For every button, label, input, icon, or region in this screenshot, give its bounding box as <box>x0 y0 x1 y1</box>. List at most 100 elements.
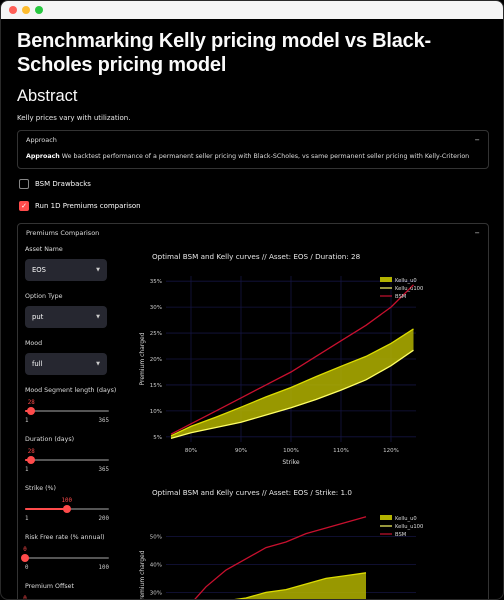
slider-value: 28 <box>27 400 35 406</box>
slider-max: 365 <box>98 418 109 424</box>
asset-select[interactable]: EOS ▼ <box>25 259 107 281</box>
slider-min: 1 <box>25 516 29 522</box>
chevron-down-icon: ▼ <box>96 314 100 320</box>
premiums-expander-header[interactable]: Premiums Comparison − <box>18 224 488 242</box>
x-tick-label: 80% <box>185 448 197 454</box>
minimize-window-icon[interactable] <box>22 6 30 14</box>
premiums-expander-label: Premiums Comparison <box>26 229 100 237</box>
y-tick-label: 40% <box>150 562 162 568</box>
series-line-bsm <box>170 284 414 435</box>
y-axis-label: Premium charged <box>139 550 146 600</box>
approach-description: We backtest performance of a permanent s… <box>59 153 470 160</box>
y-axis-label: Premium charged <box>139 332 146 385</box>
y-tick-label: 15% <box>150 383 162 389</box>
slider-handle[interactable] <box>27 407 36 415</box>
asset-value: EOS <box>32 266 46 274</box>
premium-offset-label: Premium Offset <box>25 583 74 590</box>
legend-swatch <box>380 515 392 520</box>
chevron-down-icon: ▼ <box>96 361 100 367</box>
series-line-kellu_u0 <box>170 328 414 437</box>
mood-segment-slider[interactable]: 28 1 365 <box>25 400 109 430</box>
legend-swatch <box>380 277 392 282</box>
approach-text: Approach We backtest performance of a pe… <box>18 149 488 168</box>
risk-free-slider[interactable]: 0 0 100 <box>21 547 109 577</box>
strike-slider[interactable]: 100 1 200 <box>25 498 109 528</box>
page-title: Benchmarking Kelly pricing model vs Blac… <box>17 30 431 76</box>
slider-max: 200 <box>98 516 109 522</box>
option-type-label: Option Type <box>25 293 63 300</box>
slider-handle[interactable] <box>21 554 29 562</box>
risk-free-label: Risk Free rate (% annual) <box>25 534 105 541</box>
checkbox-label: Run 1D Premiums comparison <box>35 202 141 210</box>
slider-value: 28 <box>27 449 35 455</box>
abstract-text: Kelly prices vary with utilization. <box>17 114 131 122</box>
window-titlebar <box>1 1 503 19</box>
asset-label: Asset Name <box>25 246 63 253</box>
x-tick-label: 90% <box>235 448 247 454</box>
main-content: Benchmarking Kelly pricing model vs Blac… <box>1 19 503 600</box>
chart-title: Optimal BSM and Kelly curves // Asset: E… <box>152 252 361 261</box>
x-tick-label: 110% <box>333 448 349 454</box>
legend-label: Kellu_u0 <box>395 516 417 522</box>
kelly-band-area <box>171 328 414 439</box>
legend-label: Kellu_u0 <box>395 278 417 284</box>
slider-value: 0 <box>23 596 27 600</box>
kelly-band-area <box>238 572 366 599</box>
y-tick-label: 10% <box>150 409 162 415</box>
approach-expander: Approach − Approach We backtest performa… <box>17 130 489 169</box>
legend-label: Kellu_u100 <box>395 286 423 292</box>
slider-track[interactable] <box>25 410 109 412</box>
checkbox-checked-icon[interactable]: ✓ <box>19 201 29 211</box>
slider-min: 1 <box>25 418 29 424</box>
series-line-kellu_u100 <box>170 349 414 440</box>
approach-expander-label: Approach <box>26 136 57 144</box>
duration-label: Duration (days) <box>25 436 75 443</box>
x-axis-label: Strike <box>282 459 300 466</box>
series-line-kellu_u0 <box>234 572 367 599</box>
y-tick-label: 30% <box>150 590 162 596</box>
slider-handle[interactable] <box>27 456 36 464</box>
legend-label: Kellu_u100 <box>395 524 423 530</box>
approach-bold-label: Approach <box>26 153 60 160</box>
approach-expander-header[interactable]: Approach − <box>18 131 488 149</box>
premium-offset-slider[interactable]: 0 <box>23 596 109 600</box>
slider-track[interactable] <box>25 459 109 461</box>
slider-max: 365 <box>98 467 109 473</box>
slider-min: 1 <box>25 467 29 473</box>
slider-track[interactable] <box>25 557 109 559</box>
x-tick-label: 120% <box>383 448 399 454</box>
slider-min: 0 <box>25 565 29 571</box>
bsm-drawbacks-checkbox[interactable]: BSM Drawbacks <box>19 179 489 189</box>
slider-max: 100 <box>98 565 109 571</box>
mood-segment-label: Mood Segment length (days) <box>25 387 117 394</box>
plot-area <box>194 516 367 599</box>
run-premiums-checkbox[interactable]: ✓ Run 1D Premiums comparison <box>19 201 489 211</box>
slider-handle[interactable] <box>62 505 71 513</box>
checkbox-unchecked-icon[interactable] <box>19 179 29 189</box>
legend-label: BSM <box>395 294 406 300</box>
slider-fill <box>25 508 67 510</box>
close-window-icon[interactable] <box>9 6 17 14</box>
controls-panel: Asset Name EOS ▼ Option Type put ▼ Mood fu… <box>21 246 129 600</box>
mood-select[interactable]: full ▼ <box>25 353 107 375</box>
x-tick-label: 100% <box>283 448 299 454</box>
y-tick-label: 35% <box>150 279 162 285</box>
checkbox-label: BSM Drawbacks <box>35 180 91 188</box>
y-tick-label: 50% <box>150 534 162 540</box>
slider-value: 100 <box>61 498 73 504</box>
slider-value: 0 <box>23 547 27 553</box>
duration-slider[interactable]: 28 1 365 <box>25 449 109 479</box>
maximize-window-icon[interactable] <box>35 6 43 14</box>
series-line-bsm <box>194 516 367 599</box>
utilization-curves-chart: Optimal BSM and Kelly curves // Asset: E… <box>139 488 423 600</box>
y-tick-label: 20% <box>150 357 162 363</box>
strike-curves-chart: Optimal BSM and Kelly curves // Asset: E… <box>139 252 423 466</box>
collapse-icon[interactable]: − <box>474 136 480 144</box>
abstract-heading: Abstract <box>17 87 78 105</box>
option-type-select[interactable]: put ▼ <box>25 306 107 328</box>
plot-area <box>170 284 414 440</box>
mood-label: Mood <box>25 340 43 347</box>
option-type-value: put <box>32 313 44 321</box>
collapse-icon[interactable]: − <box>474 229 480 237</box>
